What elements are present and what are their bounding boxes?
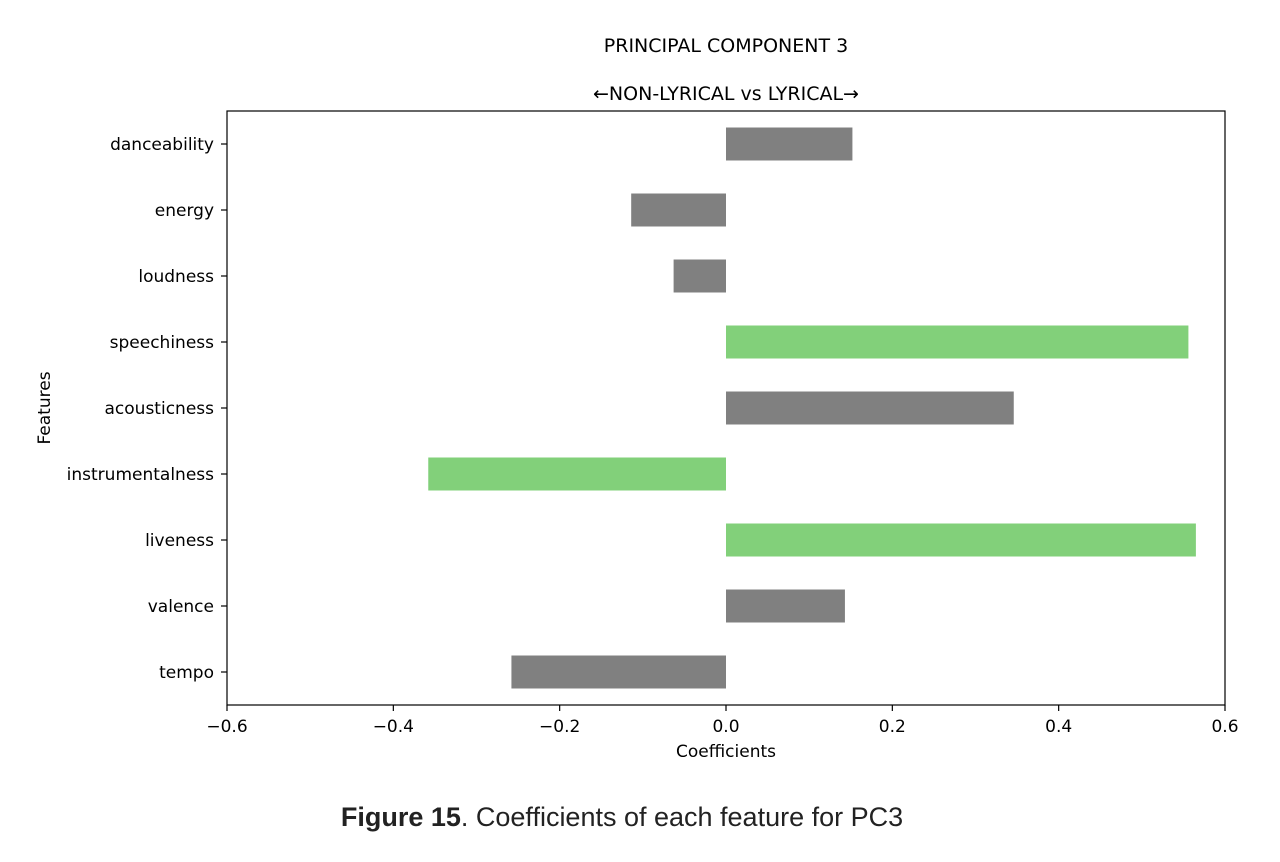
y-tick-label-loudness: loudness	[138, 267, 214, 287]
x-tick-label: 0.4	[1045, 717, 1072, 737]
x-tick-label: −0.6	[206, 717, 247, 737]
x-tick-label: 0.0	[712, 717, 739, 737]
figure-caption-label: Figure 15	[340, 802, 461, 832]
bar-valence	[726, 589, 845, 623]
y-tick-label-danceability: danceability	[110, 135, 214, 155]
y-axis-label: Features	[35, 371, 55, 444]
x-tick-label: −0.4	[373, 717, 414, 737]
y-tick-label-speechiness: speechiness	[110, 333, 215, 353]
bar-instrumentalness	[428, 457, 726, 491]
bar-energy	[631, 193, 726, 227]
y-tick-label-instrumentalness: instrumentalness	[67, 465, 214, 485]
chart-title: PRINCIPAL COMPONENT 3	[604, 35, 848, 57]
y-tick-label-acousticness: acousticness	[105, 399, 215, 419]
bar-danceability	[726, 127, 853, 161]
bar-speechiness	[726, 325, 1189, 359]
y-tick-label-liveness: liveness	[145, 531, 214, 551]
x-tick-label: 0.6	[1211, 717, 1238, 737]
y-tick-label-valence: valence	[148, 597, 214, 617]
x-tick-label: 0.2	[879, 717, 906, 737]
plot-frame	[226, 110, 1226, 706]
x-axis-label: Coefficients	[676, 742, 776, 762]
bar-acousticness	[726, 391, 1014, 425]
bar-loudness	[673, 259, 726, 293]
x-tick-label: −0.2	[539, 717, 580, 737]
bar-tempo	[511, 655, 726, 689]
y-tick-label-energy: energy	[155, 201, 214, 221]
pc3-coefficients-chart: PRINCIPAL COMPONENT 3 ←NON-LYRICAL vs LY…	[35, 35, 1239, 762]
bar-liveness	[726, 523, 1196, 557]
figure-caption-text: . Coefficients of each feature for PC3	[460, 802, 904, 832]
chart-subtitle: ←NON-LYRICAL vs LYRICAL→	[593, 83, 859, 105]
figure-caption: Figure 15. Coefficients of each feature …	[0, 802, 1244, 833]
y-tick-label-tempo: tempo	[159, 663, 214, 683]
